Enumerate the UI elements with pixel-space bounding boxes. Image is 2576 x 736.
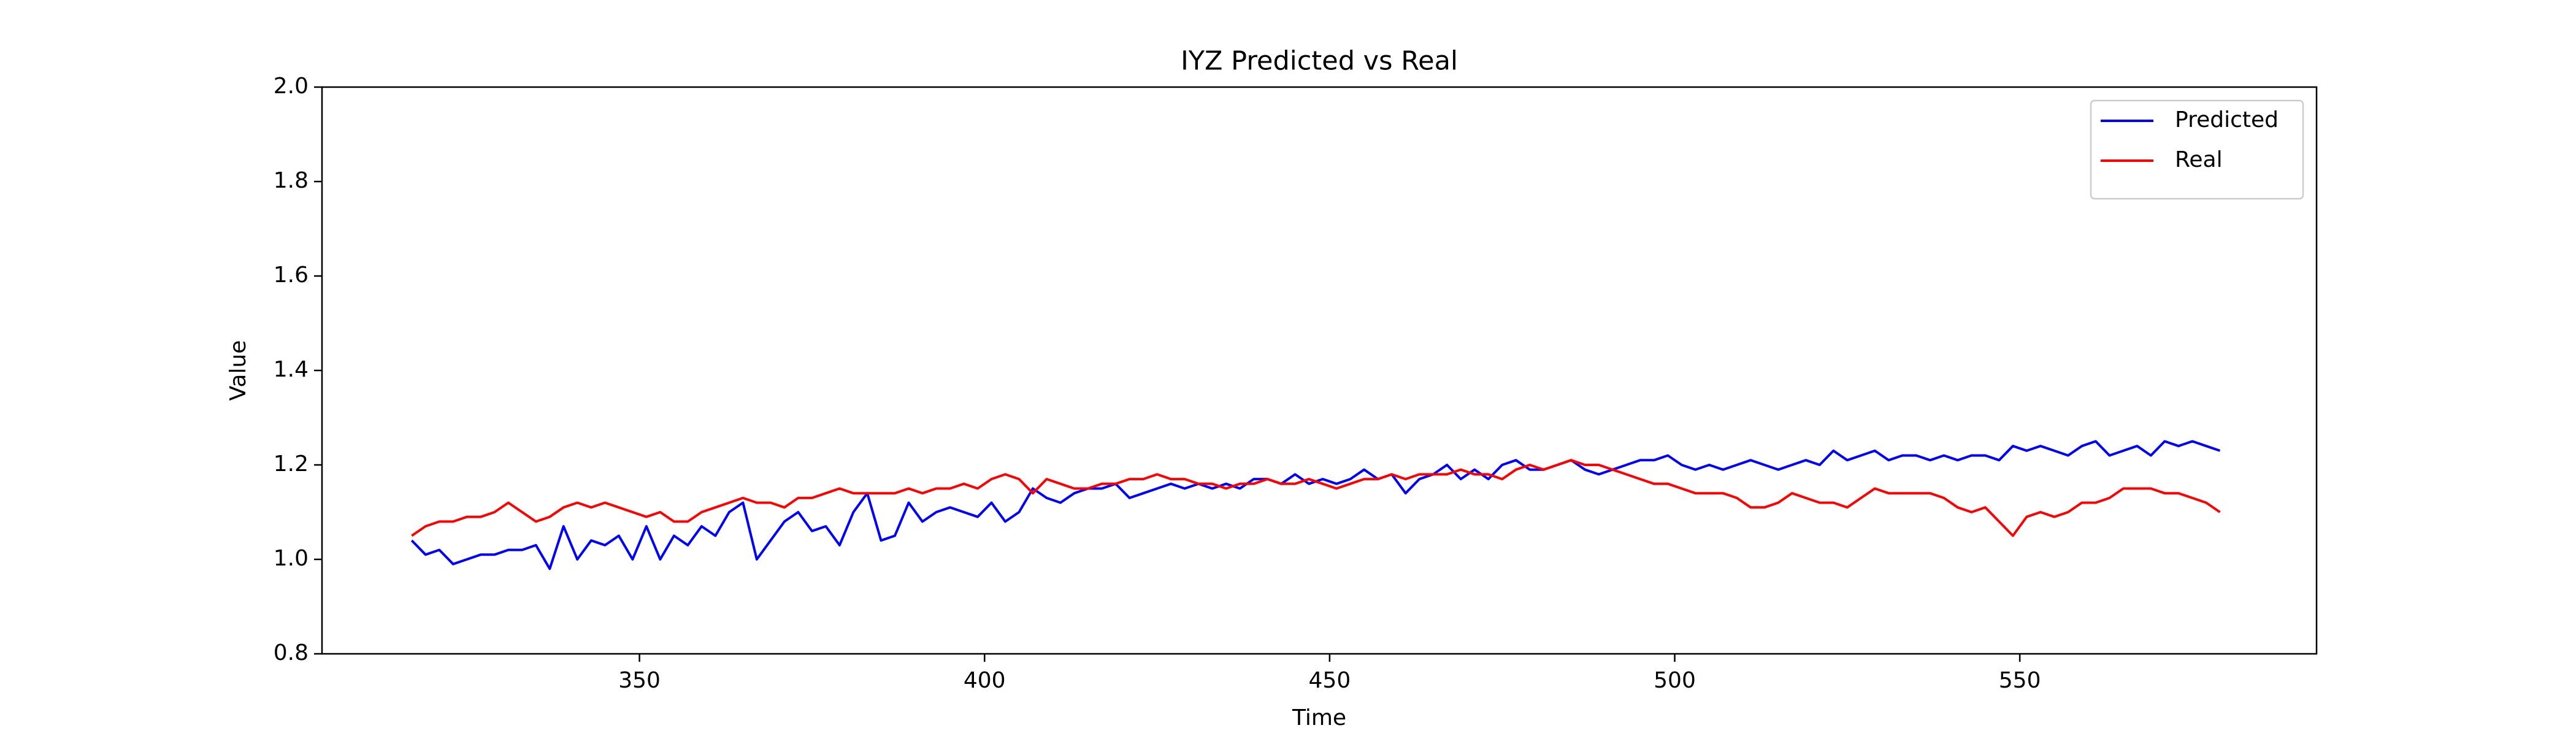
y-tick-label: 1.2	[274, 451, 309, 477]
x-tick-label: 550	[1999, 668, 2041, 693]
line-series	[411, 459, 2221, 537]
y-tick-label: 1.0	[274, 546, 309, 571]
y-tick-label: 1.6	[274, 263, 309, 288]
chart-title: IYZ Predicted vs Real	[1181, 46, 1458, 77]
x-axis-label: Time	[1292, 705, 1346, 730]
legend-label: Real	[2175, 147, 2223, 172]
y-tick-label: 0.8	[274, 640, 309, 665]
legend-box	[2090, 99, 2304, 200]
y-axis-label: Value	[226, 340, 251, 401]
x-tick-label: 350	[618, 668, 661, 693]
x-tick-label: 400	[964, 668, 1006, 693]
legend-label: Predicted	[2175, 107, 2279, 132]
y-tick-label: 1.8	[274, 168, 309, 193]
y-tick-label: 1.4	[274, 357, 309, 382]
y-tick-label: 2.0	[274, 74, 309, 99]
x-tick-label: 500	[1654, 668, 1696, 693]
plot-frame	[321, 86, 2318, 655]
x-tick-label: 450	[1309, 668, 1351, 693]
